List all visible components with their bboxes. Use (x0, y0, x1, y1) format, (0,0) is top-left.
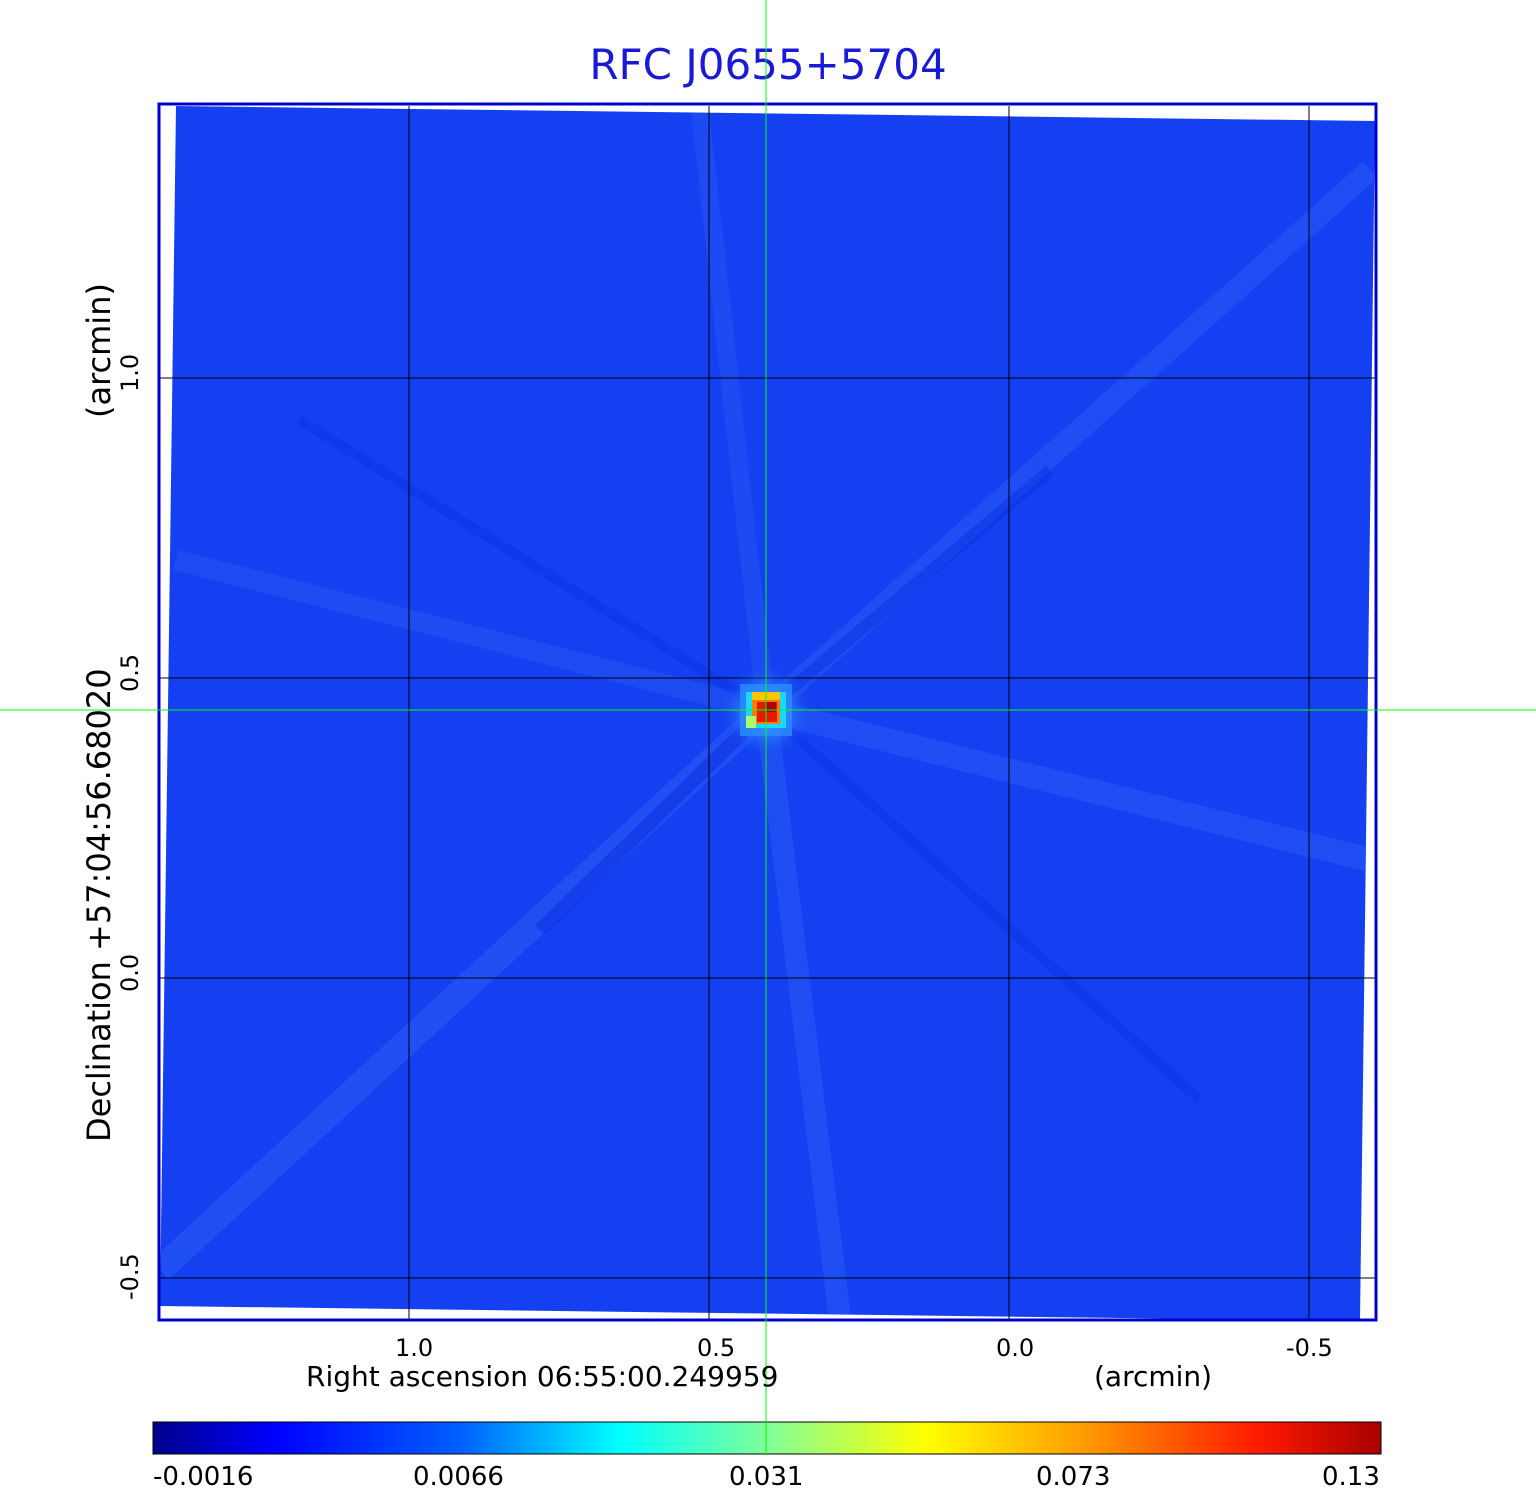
y-axis-label: Declination +57:04:56.68020 (80, 668, 118, 1142)
x-tick-label: -0.5 (1286, 1334, 1333, 1362)
colorbar (152, 1421, 1382, 1455)
y-tick-label: 0.5 (116, 653, 144, 692)
x-tick-label: 1.0 (395, 1334, 434, 1362)
x-tick-label: 0.5 (697, 1334, 736, 1362)
sidelobe-streaks (160, 109, 1375, 1321)
y-axis-unit: (arcmin) (80, 283, 118, 418)
x-axis-label: Right ascension 06:55:00.249959 (306, 1360, 779, 1393)
colorbar-tick-label: 0.0066 (413, 1462, 504, 1492)
colorbar-tick-label: 0.031 (729, 1462, 804, 1492)
y-tick-label: -0.5 (116, 1253, 144, 1300)
plot-title: RFC J0655+5704 (589, 40, 947, 89)
plot-frame (157, 102, 1378, 1322)
y-tick-label: 0.0 (116, 953, 144, 992)
colorbar-tick-label: -0.0016 (153, 1462, 254, 1492)
x-tick-label: 0.0 (996, 1334, 1035, 1362)
y-tick-label: 1.0 (116, 353, 144, 392)
colorbar-tick-label: 0.13 (1322, 1462, 1380, 1492)
x-axis-unit: (arcmin) (1094, 1360, 1213, 1393)
colorbar-tick-label: 0.073 (1036, 1462, 1111, 1492)
